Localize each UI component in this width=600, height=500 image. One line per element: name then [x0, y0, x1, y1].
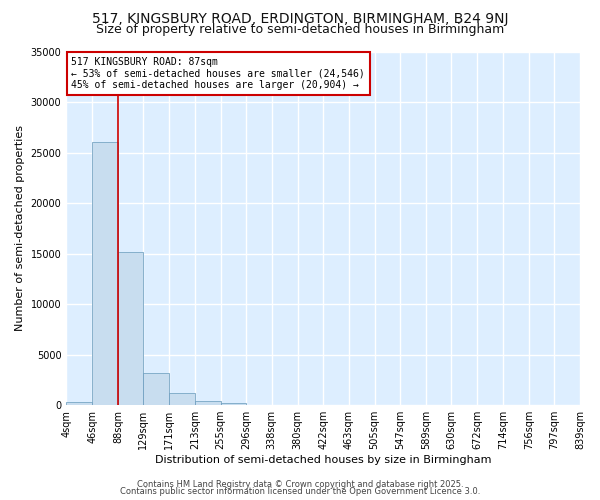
- Text: Contains HM Land Registry data © Crown copyright and database right 2025.: Contains HM Land Registry data © Crown c…: [137, 480, 463, 489]
- Bar: [221, 403, 246, 405]
- Text: 517 KINGSBURY ROAD: 87sqm
← 53% of semi-detached houses are smaller (24,546)
45%: 517 KINGSBURY ROAD: 87sqm ← 53% of semi-…: [71, 57, 365, 90]
- Bar: [118, 252, 143, 405]
- Bar: [66, 402, 92, 405]
- Text: Size of property relative to semi-detached houses in Birmingham: Size of property relative to semi-detach…: [96, 22, 504, 36]
- Bar: [92, 142, 118, 405]
- Bar: [143, 373, 169, 405]
- Bar: [169, 393, 195, 405]
- X-axis label: Distribution of semi-detached houses by size in Birmingham: Distribution of semi-detached houses by …: [155, 455, 491, 465]
- Bar: [195, 401, 221, 405]
- Text: 517, KINGSBURY ROAD, ERDINGTON, BIRMINGHAM, B24 9NJ: 517, KINGSBURY ROAD, ERDINGTON, BIRMINGH…: [92, 12, 508, 26]
- Y-axis label: Number of semi-detached properties: Number of semi-detached properties: [15, 126, 25, 332]
- Text: Contains public sector information licensed under the Open Government Licence 3.: Contains public sector information licen…: [120, 487, 480, 496]
